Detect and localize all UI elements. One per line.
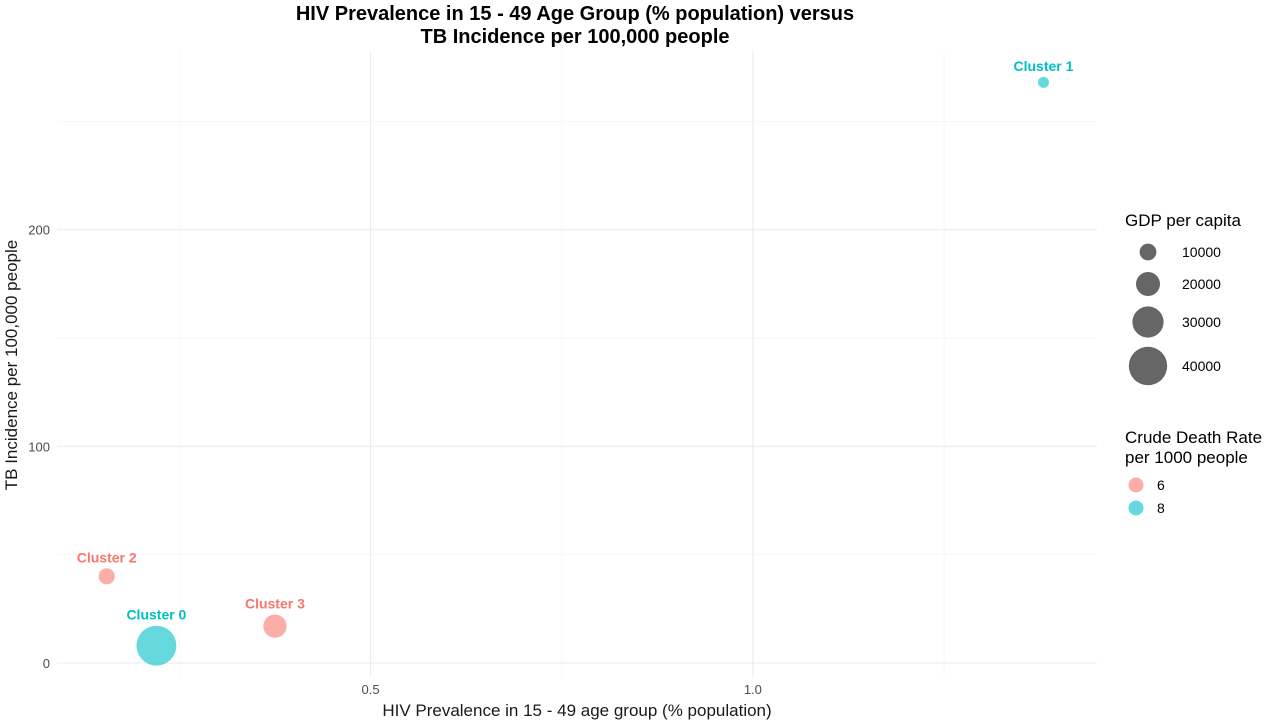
data-point xyxy=(98,568,115,585)
ticks-layer: 0.5 1.0 0 100 200 xyxy=(28,223,762,697)
x-tick-label: 1.0 xyxy=(744,682,762,697)
color-legend-key xyxy=(1128,477,1144,493)
y-tick-label: 200 xyxy=(28,223,50,238)
data-point-label: Cluster 3 xyxy=(245,596,305,612)
color-legend-title-line2: per 1000 people xyxy=(1125,448,1248,467)
color-legend-label: 8 xyxy=(1157,500,1165,516)
data-point-label: Cluster 2 xyxy=(77,549,137,565)
point-labels-layer: Cluster 0 Cluster 1 Cluster 2 Cluster 3 xyxy=(77,58,1074,623)
size-legend-items: 10000 20000 30000 40000 xyxy=(1128,243,1221,386)
size-legend-label: 10000 xyxy=(1182,244,1221,260)
y-axis-title: TB Incidence per 100,000 people xyxy=(2,240,21,490)
y-tick-label: 0 xyxy=(43,656,50,671)
size-legend-label: 20000 xyxy=(1182,276,1221,292)
x-axis-title: HIV Prevalence in 15 - 49 age group (% p… xyxy=(382,701,771,720)
data-point xyxy=(1037,76,1049,88)
legend: GDP per capita 10000 20000 30000 40000 Crud… xyxy=(1125,211,1262,516)
color-legend-title-line1: Crude Death Rate xyxy=(1125,428,1262,447)
size-legend-key xyxy=(1132,306,1164,338)
color-legend-items: 68 xyxy=(1128,477,1165,516)
color-legend-label: 6 xyxy=(1157,477,1165,493)
points-layer xyxy=(98,76,1049,666)
size-legend-label: 40000 xyxy=(1182,358,1221,374)
size-legend-label: 30000 xyxy=(1182,314,1221,330)
x-tick-label: 0.5 xyxy=(361,682,379,697)
data-point xyxy=(263,614,287,638)
chart-title-line1: HIV Prevalence in 15 - 49 Age Group (% p… xyxy=(296,3,854,25)
color-legend-key xyxy=(1128,500,1144,516)
size-legend-key xyxy=(1139,243,1157,261)
size-legend-key xyxy=(1136,272,1160,296)
chart-title-line2: TB Incidence per 100,000 people xyxy=(420,26,729,48)
size-legend-key xyxy=(1128,346,1168,386)
data-point-label: Cluster 1 xyxy=(1014,58,1074,74)
grid xyxy=(57,52,1097,676)
y-tick-label: 100 xyxy=(28,439,50,454)
size-legend-title: GDP per capita xyxy=(1125,211,1241,230)
data-point-label: Cluster 0 xyxy=(126,607,186,623)
data-point xyxy=(136,625,177,666)
